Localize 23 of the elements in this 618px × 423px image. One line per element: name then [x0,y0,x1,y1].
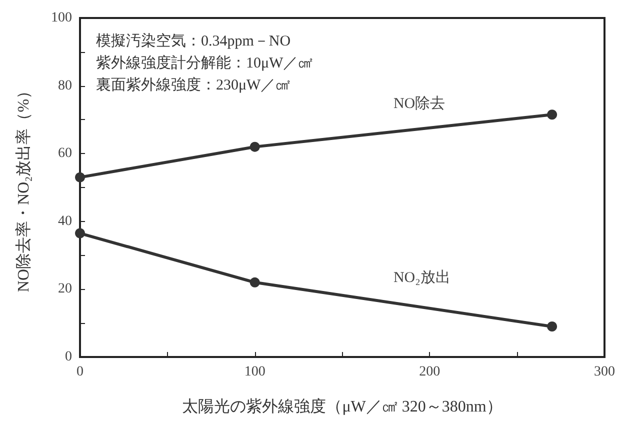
x-tick-label: 100 [244,364,266,380]
point [547,110,558,120]
y-tick-label: 80 [58,78,72,94]
series-label: NO₂放出 [393,268,450,286]
series-label: NO除去 [393,95,446,112]
point [75,172,85,182]
y-tick-label: 100 [51,10,72,26]
y-axis-title: NO除去率・NO₂放出率（%） [14,82,32,292]
point [75,228,85,238]
y-tick-label: 60 [58,146,72,162]
x-tick-label: 300 [594,364,615,380]
point [250,277,260,288]
y-tick-label: 0 [65,350,72,364]
annotation: 裏面紫外線強度：230μW／㎠ [96,76,291,94]
point [250,142,260,152]
x-tick-label: 0 [76,364,84,380]
x-axis-title: 太陽光の紫外線強度（μW／㎠ 320～380nm） [182,398,502,416]
x-tick-label: 200 [419,364,440,380]
annotation: 模擬汚染空気：0.34ppm－NO [96,32,291,50]
point [547,321,558,332]
y-tick-label: 40 [58,214,72,229]
annotation: 紫外線強度計分解能：10μW／㎠ [96,54,314,72]
y-tick-label: 20 [58,282,72,297]
